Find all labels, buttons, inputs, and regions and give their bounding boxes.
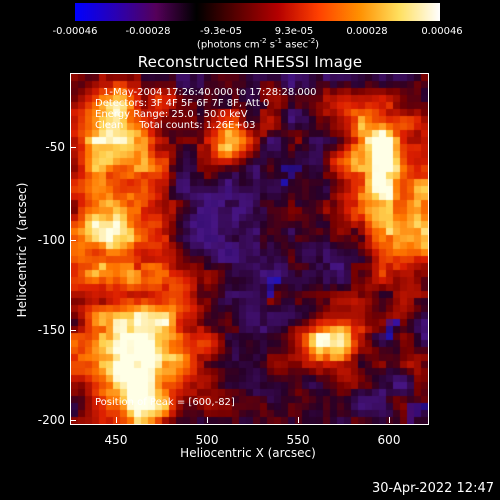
x-axis-label: Heliocentric X (arcsec) <box>180 446 316 460</box>
colorbar <box>75 3 440 21</box>
colorbar-tick-label: 0.00028 <box>346 26 388 37</box>
x-tick <box>116 417 117 423</box>
rhessi-image <box>71 74 428 424</box>
x-tick-label: 600 <box>377 433 401 447</box>
colorbar-tick-label: -9.3e-05 <box>200 26 242 37</box>
clean-counts-annotation: Clean Total counts: 1.26E+03 <box>95 120 256 131</box>
y-tick-label: -50 <box>45 140 65 154</box>
x-tick <box>389 417 390 423</box>
colorbar-tick-label: 0.00046 <box>421 26 463 37</box>
colorbar-units: (photons cm-2 s-1 asec-2) <box>196 37 320 51</box>
time-range-annotation: 1-May-2004 17:26:40.000 to 17:28:28.000 <box>103 87 317 98</box>
detectors-annotation: Detectors: 3F 4F 5F 6F 7F 8F, Att 0 <box>95 98 270 109</box>
x-tick <box>298 417 299 423</box>
peak-position-annotation: Position of Peak = [600,-82] <box>95 397 235 408</box>
energy-range-annotation: Energy Range: 25.0 - 50.0 keV <box>95 109 248 120</box>
y-tick-label: -100 <box>37 233 65 247</box>
colorbar-tick-label: -0.00028 <box>125 26 171 37</box>
x-tick-label: 500 <box>195 433 219 447</box>
x-tick-label: 450 <box>104 433 128 447</box>
x-tick <box>207 417 208 423</box>
colorbar-tick-label: 9.3e-05 <box>274 26 314 37</box>
image-title: Reconstructed RHESSI Image <box>137 53 363 71</box>
y-axis-label: Heliocentric Y (arcsec) <box>15 182 29 318</box>
y-tick <box>70 330 76 331</box>
y-tick <box>70 147 76 148</box>
colorbar-tick-label: -0.00046 <box>52 26 98 37</box>
timestamp: 30-Apr-2022 12:47 <box>372 481 494 496</box>
y-tick-label: -200 <box>37 413 65 427</box>
y-tick-label: -150 <box>37 323 65 337</box>
x-tick-label: 550 <box>286 433 310 447</box>
y-tick <box>70 420 76 421</box>
y-tick <box>70 240 76 241</box>
